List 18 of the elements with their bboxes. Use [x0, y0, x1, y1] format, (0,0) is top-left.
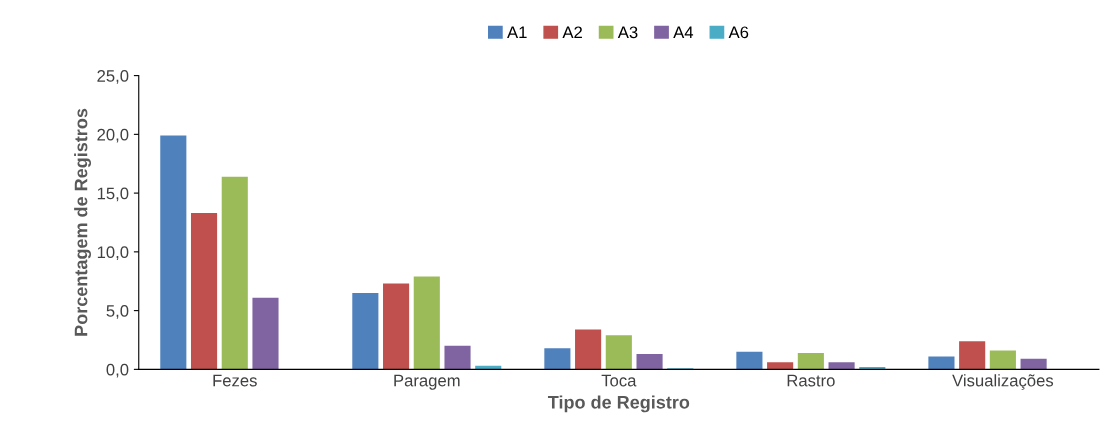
x-axis-title: Tipo de Registro	[547, 395, 690, 413]
x-tick-label: Paragem	[394, 374, 460, 390]
y-tick-label: 15,0	[97, 187, 129, 202]
y-tick-label: 20,0	[97, 128, 129, 143]
y-axis-title: Porcentagem de Registros	[74, 108, 92, 336]
y-tick-label: 25,0	[97, 70, 129, 84]
x-tick-label: Fezes	[213, 374, 257, 387]
x-tick-label: Toca	[601, 374, 637, 387]
legend-label: A1	[507, 26, 527, 39]
y-tick-label: 0,0	[106, 363, 129, 378]
legend-label: A2	[562, 26, 582, 39]
legend-label: A4	[673, 26, 694, 39]
x-tick-label: Rastro	[787, 374, 835, 387]
y-tick-label: 5,0	[106, 305, 129, 319]
y-tick-label: 10,0	[97, 246, 129, 261]
legend-label: A3	[617, 26, 638, 39]
legend-label: A6	[728, 26, 749, 39]
x-tick-label: Visualizações	[952, 374, 1054, 390]
